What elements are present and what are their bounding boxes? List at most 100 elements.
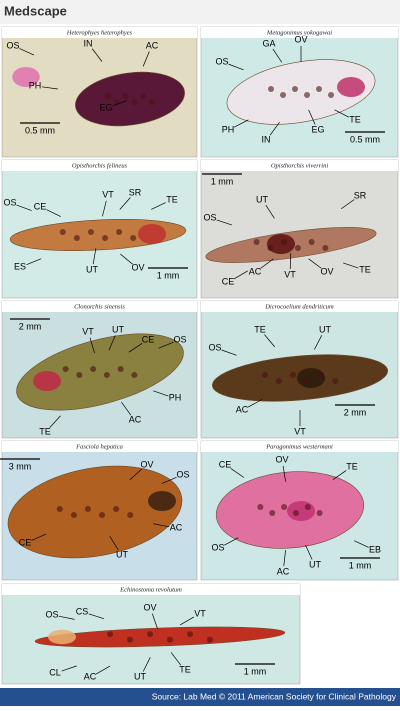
- organ-spot: [56, 506, 63, 512]
- organ: [267, 234, 295, 254]
- organ: [297, 368, 325, 388]
- label: EG: [99, 102, 112, 112]
- scale-label: 1 mm: [157, 270, 180, 280]
- header-bar: [0, 0, 400, 24]
- organ-spot: [130, 235, 137, 241]
- arrow: [92, 248, 97, 265]
- arrow: [260, 258, 274, 269]
- arrow: [26, 258, 42, 266]
- scale-label: 1 mm: [349, 560, 372, 570]
- arrow: [142, 657, 151, 672]
- label: UT: [112, 324, 124, 334]
- label: OV: [294, 34, 307, 44]
- label: SR: [354, 190, 367, 200]
- arrow: [332, 470, 347, 480]
- label: AC: [249, 266, 262, 276]
- label: TE: [39, 426, 51, 436]
- arrow: [216, 219, 232, 226]
- arrow: [16, 204, 32, 211]
- organ-spot: [267, 245, 274, 251]
- organ-spot: [304, 378, 311, 384]
- label: CE: [222, 276, 235, 286]
- arrow: [49, 415, 61, 428]
- panel-title: Dicrocoelium dendriticum: [264, 303, 334, 310]
- organ-spot: [268, 86, 274, 92]
- label: OS: [173, 334, 186, 344]
- organ-spot: [99, 512, 106, 518]
- organ-spot: [294, 245, 301, 251]
- organ-spot: [322, 245, 329, 251]
- organ-spot: [289, 372, 296, 378]
- label: OV: [275, 454, 288, 464]
- arrow: [129, 468, 143, 481]
- label: OV: [320, 266, 333, 276]
- organ: [138, 224, 166, 244]
- arrow: [61, 665, 77, 672]
- label: OS: [45, 609, 58, 619]
- organ-spot: [304, 504, 311, 510]
- organ-spot: [167, 636, 173, 643]
- arrow: [120, 253, 133, 265]
- scale-label: 2 mm: [19, 321, 42, 331]
- organ-spot: [280, 92, 286, 98]
- label: CE: [142, 334, 155, 344]
- organ-spot: [87, 229, 94, 235]
- organ-spot: [90, 366, 97, 372]
- arrow: [161, 477, 177, 484]
- specimen: [7, 465, 183, 559]
- organ-spot: [281, 239, 288, 245]
- arrow: [308, 109, 316, 125]
- label: CS: [76, 606, 89, 616]
- specimen: [226, 59, 376, 125]
- label: CL: [49, 667, 61, 677]
- arrow: [19, 48, 35, 56]
- panel: Fasciola hepatica OV OS CE AC UT 3 mm: [0, 440, 198, 581]
- label: VT: [82, 326, 94, 336]
- panel-title-bg: [201, 441, 398, 452]
- organ: [33, 371, 61, 391]
- label: VT: [284, 269, 296, 279]
- organ-spot: [131, 99, 138, 105]
- arrow: [233, 270, 249, 280]
- panel: Echinostoma revolutum OS CS OV VT CL AC UT TE 1 m…: [1, 583, 301, 685]
- label: PH: [29, 80, 42, 90]
- label: SR: [129, 187, 142, 197]
- arrow: [121, 402, 132, 416]
- arrow: [153, 390, 169, 397]
- panel-title: Heterophyes heterophyes: [66, 29, 133, 36]
- arrow: [282, 465, 286, 482]
- label: OS: [6, 40, 19, 50]
- label: UT: [134, 671, 146, 681]
- organ-spot: [304, 92, 310, 98]
- arrow: [234, 119, 249, 128]
- arrow: [334, 109, 349, 118]
- label: TE: [349, 114, 361, 124]
- organ-spot: [107, 631, 113, 638]
- label: VT: [294, 426, 306, 436]
- panel: Opisthorchis felineus OS CE VT SR TE ES UT OV 1 m…: [1, 159, 198, 299]
- label: OV: [143, 602, 156, 612]
- label: TE: [179, 664, 191, 674]
- organ-spot: [62, 366, 69, 372]
- label: AC: [84, 671, 97, 681]
- arrow: [265, 204, 275, 219]
- label: UT: [86, 264, 98, 274]
- source: Source: Lab Med © 2011 American Society …: [152, 691, 397, 701]
- organ-spot: [102, 235, 109, 241]
- arrow: [314, 335, 323, 350]
- organ-spot: [275, 378, 282, 384]
- organ-spot: [292, 86, 298, 92]
- label: AC: [129, 414, 142, 424]
- label: OV: [140, 459, 153, 469]
- arrow: [247, 399, 263, 408]
- organ-spot: [269, 510, 276, 516]
- specimen: [16, 333, 184, 411]
- panel-title-bg: [2, 441, 197, 452]
- panel-title: Clonorchis sinensis: [74, 303, 125, 310]
- label: UT: [319, 324, 331, 334]
- organ-spot: [332, 378, 339, 384]
- organ-spot: [140, 93, 147, 99]
- organ-spot: [316, 86, 322, 92]
- arrow: [272, 48, 283, 63]
- label: OS: [211, 542, 224, 552]
